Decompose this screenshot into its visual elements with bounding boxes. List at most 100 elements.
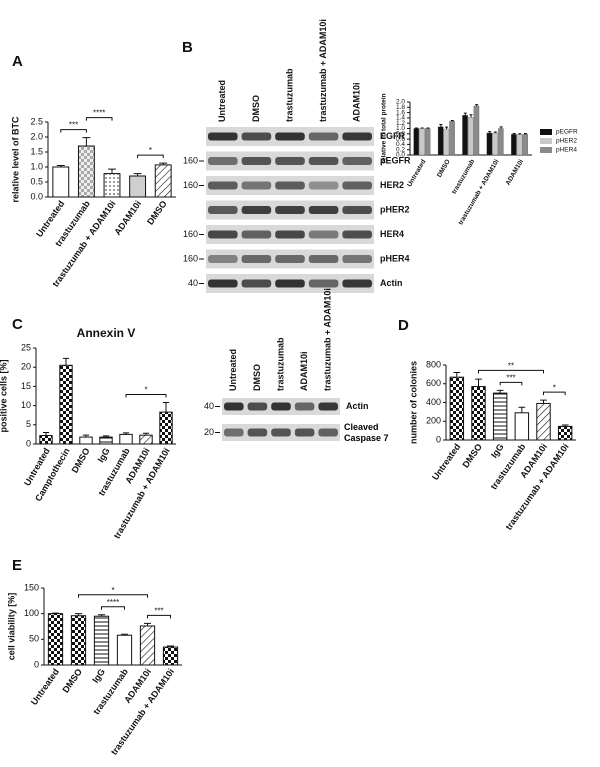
error-bar (142, 432, 150, 436)
error-bar (512, 133, 516, 135)
error-bar (102, 435, 110, 438)
blot-band (241, 279, 272, 288)
panel-label: C (12, 316, 23, 333)
mw-marker: 20 (204, 427, 214, 437)
blot-band (275, 255, 305, 263)
y-tick-label: 2.0 (396, 99, 405, 106)
blot-band (208, 157, 238, 165)
blot-band (224, 402, 244, 411)
bar (39, 435, 53, 445)
y-tick-label: 0.2 (396, 146, 405, 153)
blot-band (241, 255, 272, 263)
lane-label: Untreated (217, 80, 227, 122)
bar (522, 134, 528, 156)
y-axis-label: cell viability [%] (6, 593, 16, 661)
error-bar (133, 173, 142, 176)
significance-label: *** (69, 121, 78, 130)
error-bar (475, 378, 482, 387)
blot-band (342, 230, 372, 239)
y-tick-label: 20 (21, 362, 31, 372)
lane-label: ADAM10i (299, 351, 309, 391)
blot-band (308, 255, 339, 263)
lane-label: trastuzumab (275, 337, 285, 391)
blot-band (275, 157, 305, 165)
blot-band (208, 230, 238, 239)
significance-bracket (478, 369, 544, 374)
error-bar (499, 126, 503, 129)
bar (498, 128, 504, 156)
blot-band (208, 132, 238, 141)
bar (129, 175, 147, 198)
lane-label: DMSO (251, 95, 261, 122)
lane-label: Untreated (228, 349, 238, 391)
row-label: pHER4 (380, 253, 410, 263)
x-tick-label: DMSO (460, 442, 484, 470)
bar (139, 625, 156, 666)
y-tick-label: 1.5 (30, 146, 43, 156)
error-bar (56, 165, 65, 167)
y-tick-label: 15 (21, 381, 31, 391)
error-bar (518, 133, 522, 135)
error-bar (42, 431, 50, 436)
error-bar (453, 372, 461, 378)
blot-band (308, 230, 339, 239)
blot-band (308, 157, 339, 165)
blot-band (208, 181, 238, 190)
x-tick-label: DMSO (436, 158, 452, 178)
blot-band (241, 206, 272, 214)
x-tick-label: IgG (489, 442, 506, 460)
blot-band (275, 206, 305, 214)
significance-bracket (147, 614, 171, 619)
bar (449, 121, 455, 156)
mw-marker: 160 (183, 180, 198, 190)
bar (162, 646, 179, 666)
bar (419, 128, 425, 156)
error-bar (159, 162, 168, 165)
bar (103, 173, 121, 198)
error-bar (493, 131, 497, 134)
blot-band (275, 181, 305, 190)
blot-band (208, 279, 238, 288)
bar (516, 134, 523, 156)
y-tick-label: 2.0 (30, 131, 43, 141)
error-bar (74, 613, 83, 616)
error-bar (445, 126, 449, 130)
bar (77, 145, 95, 198)
legend-label: pHER2 (556, 138, 577, 145)
panel-label: A (12, 53, 23, 70)
y-axis-label: relative to total protein (381, 93, 388, 163)
blot-band (342, 279, 372, 288)
row-label: Actin (380, 278, 403, 288)
y-tick-label: 2.5 (30, 116, 43, 126)
y-tick-label: 400 (426, 397, 441, 407)
y-tick-label: 1.2 (396, 120, 405, 127)
significance-label: **** (93, 109, 105, 118)
bar (557, 425, 573, 441)
error-bar (426, 127, 430, 129)
y-tick-label: 0.0 (396, 152, 405, 159)
y-tick-label: 50 (29, 634, 39, 644)
bar (468, 117, 474, 156)
bar (59, 364, 73, 445)
row-label: HER4 (380, 229, 404, 239)
blot-band (308, 181, 339, 190)
significance-label: * (553, 383, 556, 392)
significance-label: *** (506, 373, 515, 382)
blot-band (275, 132, 305, 141)
bar (511, 134, 517, 156)
blot-band (241, 157, 272, 165)
row-label: pEGFR (380, 155, 411, 165)
blot-band (208, 255, 238, 263)
panel-label: E (12, 557, 22, 574)
significance-label: *** (154, 607, 163, 616)
error-bar (143, 622, 152, 626)
error-bar (561, 424, 569, 427)
y-tick-label: 150 (24, 582, 39, 592)
y-tick-label: 0 (436, 434, 441, 444)
significance-bracket (543, 391, 566, 396)
significance-label: * (149, 146, 152, 155)
blot-band (271, 402, 291, 411)
blot-band (241, 230, 272, 239)
lane-label: trastuzumab + ADAM10i (323, 288, 333, 391)
bar (159, 411, 173, 445)
